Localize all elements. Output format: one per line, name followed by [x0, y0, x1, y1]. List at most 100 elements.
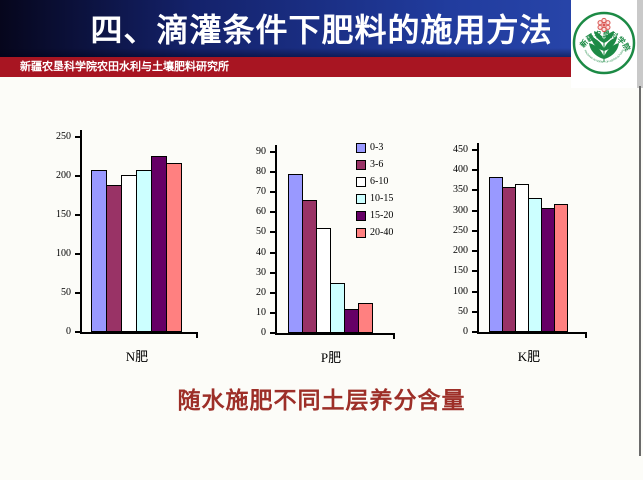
legend-label: 15-20 [370, 210, 394, 221]
slide-header: 四、滴灌条件下肥料的施用方法 [0, 0, 643, 57]
y-tick-label: 350 [453, 184, 468, 196]
y-tick-mark [75, 292, 80, 294]
y-tick-label: 400 [453, 164, 468, 176]
bar-20-40 [554, 204, 568, 332]
y-tick-mark [270, 171, 275, 174]
window-edge-line [639, 86, 641, 456]
legend-swatch [356, 142, 366, 153]
bar-6-10 [121, 175, 137, 332]
legend-item-6-10: 6-10 [356, 173, 393, 190]
legend-swatch [356, 227, 366, 238]
legend-label: 3-6 [370, 159, 384, 170]
legend-item-10-15: 10-15 [356, 190, 393, 207]
chart-x-label: K肥 [517, 349, 541, 364]
bar-10-15 [528, 198, 542, 332]
y-tick-mark [270, 311, 275, 314]
x-axis-end-tick [393, 335, 395, 339]
y-tick-label: 200 [453, 245, 468, 257]
bar-15-20 [541, 208, 555, 332]
y-axis-line [275, 145, 277, 335]
bar-6-10 [515, 184, 529, 332]
bar-0-3 [91, 170, 107, 332]
legend-swatch [356, 193, 366, 204]
x-axis-line [477, 332, 587, 334]
legend-swatch [356, 159, 366, 170]
y-axis-line [477, 143, 479, 334]
y-tick-mark [270, 332, 275, 334]
y-axis-line [80, 130, 82, 334]
y-tick-label: 150 [453, 265, 468, 277]
y-tick-label: 250 [56, 131, 71, 142]
y-tick-label: 40 [256, 246, 266, 258]
legend-swatch [356, 210, 366, 221]
y-tick-mark [472, 331, 477, 333]
legend-swatch [356, 176, 366, 187]
y-tick-label: 300 [453, 204, 468, 216]
y-tick-mark [270, 151, 275, 153]
plant-icon [589, 31, 619, 62]
legend-item-0-3: 0-3 [356, 139, 393, 156]
academy-logo: 新疆农垦科学院 XINJIANG ACADEMY OF AGRICULTURAL… [570, 0, 643, 88]
chart-legend: 0-3 3-6 6-10 10-15 15-20 20-40 [356, 139, 393, 241]
academy-emblem-icon: 新疆农垦科学院 XINJIANG ACADEMY OF AGRICULTURAL… [570, 0, 636, 75]
bar-0-3 [288, 174, 303, 333]
bar-0-3 [489, 177, 503, 332]
y-tick-label: 10 [256, 306, 266, 318]
bar-20-40 [358, 303, 373, 333]
y-tick-mark [472, 290, 477, 293]
slide-caption: 随水施肥不同土层养分含量 [177, 388, 466, 413]
bar-15-20 [151, 156, 167, 332]
chart-x-label: P肥 [320, 350, 342, 365]
y-tick-label: 30 [256, 266, 266, 278]
y-tick-label: 0 [261, 327, 266, 338]
y-tick-label: 20 [256, 286, 266, 298]
y-tick-label: 0 [66, 326, 71, 337]
bar-15-20 [344, 309, 359, 333]
flower-icon [597, 17, 611, 33]
x-axis-end-tick [585, 334, 587, 338]
bar-3-6 [106, 185, 122, 332]
legend-label: 6-10 [370, 176, 389, 187]
bar-20-40 [166, 163, 182, 332]
x-axis-end-tick [196, 334, 198, 338]
bar-chart-p-fertilizer: 90 80 70 60 50 40 30 20 10 0 P肥 [240, 138, 415, 388]
legend-label: 20-40 [370, 227, 394, 238]
y-tick-label: 50 [256, 226, 266, 238]
legend-item-15-20: 15-20 [356, 207, 393, 224]
y-tick-mark [472, 270, 477, 273]
institution-bar: 新疆农垦科学院农田水利与土壤肥料研究所 [0, 57, 572, 77]
y-tick-label: 60 [256, 206, 266, 218]
y-tick-label: 100 [56, 248, 71, 259]
y-tick-label: 70 [256, 186, 266, 198]
y-tick-mark [472, 189, 477, 192]
y-tick-label: 90 [256, 146, 266, 157]
y-tick-label: 150 [56, 209, 71, 220]
institution-name: 新疆农垦科学院农田水利与土壤肥料研究所 [20, 61, 229, 73]
y-tick-label: 80 [256, 166, 266, 178]
y-tick-mark [270, 271, 275, 274]
legend-label: 10-15 [370, 193, 394, 204]
y-tick-mark [75, 136, 80, 138]
legend-item-3-6: 3-6 [356, 156, 393, 173]
bar-3-6 [502, 187, 516, 332]
chart-x-label: N肥 [125, 349, 149, 364]
y-tick-mark [472, 310, 477, 313]
y-tick-mark [75, 331, 80, 333]
bar-6-10 [316, 228, 331, 333]
bar-10-15 [330, 283, 345, 333]
legend-item-20-40: 20-40 [356, 224, 393, 241]
bar-chart-n-fertilizer: 250 200 150 100 50 0 N肥 [38, 123, 213, 373]
y-tick-mark [75, 214, 80, 216]
y-tick-label: 0 [463, 326, 468, 337]
y-tick-mark [472, 149, 477, 151]
y-tick-mark [472, 169, 477, 172]
y-tick-mark [270, 191, 275, 194]
x-axis-line [275, 333, 395, 335]
y-tick-mark [472, 229, 477, 232]
y-tick-mark [75, 175, 80, 177]
y-tick-label: 250 [453, 224, 468, 236]
y-tick-mark [75, 253, 80, 255]
y-tick-label: 50 [61, 287, 71, 298]
bar-10-15 [136, 170, 152, 332]
